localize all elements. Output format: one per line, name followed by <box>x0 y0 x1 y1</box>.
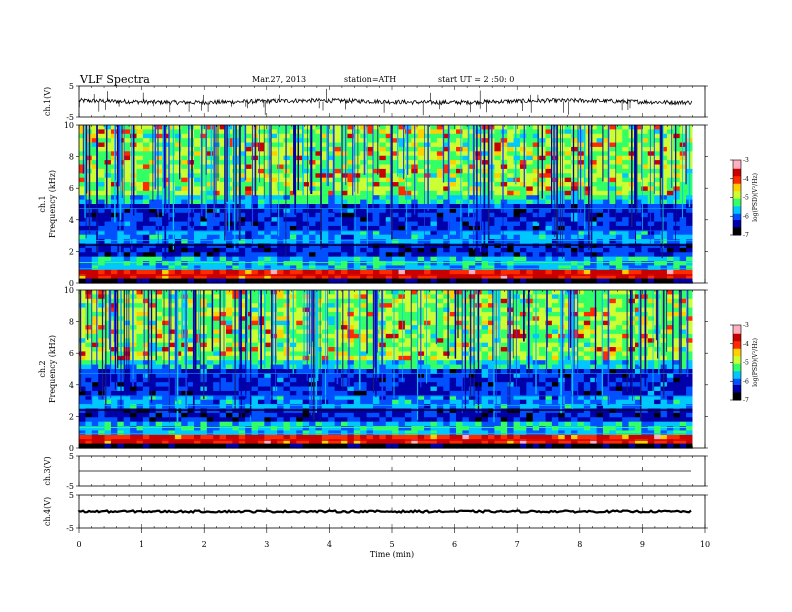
ch2-spectrogram-ytick-label: 8 <box>69 318 74 327</box>
ch2-spectrogram-ylabel: Frequency (kHz) <box>48 335 57 403</box>
ch1-spectrogram-yaxis: 0 2 4 6 8 10 <box>64 121 708 288</box>
ch1-spectrogram-ylabel: Frequency (kHz) <box>48 170 57 238</box>
x-axis-label: Time (min) <box>370 550 414 559</box>
figure-title: VLF Spectra <box>79 73 150 86</box>
ch2-spectrogram-ytick-label: 10 <box>64 286 74 295</box>
ch2-spectrogram-empty-region <box>692 290 705 448</box>
ch4-waveform-ytick-label: -5 <box>66 524 74 533</box>
ch1-waveform-ytick-label: 5 <box>69 82 74 91</box>
ch1-spectrogram-colorbar-tick: -5 <box>743 195 749 202</box>
panels: 5-5ch.1(V)-3-4-5-6-7log(PSD)(V²/Hz)02468… <box>38 82 759 533</box>
time-axis: 0 1 2 3 4 5 6 7 8 9 10 <box>76 528 710 549</box>
ch1-spectrogram-colorbar-label: log(PSD)(V²/Hz) <box>752 173 759 222</box>
ch1-spectrogram-ytick-label: 0 <box>69 279 74 288</box>
ch2-spectrogram-colorbar-tick: -3 <box>743 322 749 329</box>
station-label: station=ATH <box>344 75 396 84</box>
ch2-spectrogram-colorbar-tick: -6 <box>743 378 749 385</box>
ch2-spectrogram-colorbar-tick: -5 <box>743 360 749 367</box>
ch1-waveform-ytick-label: -5 <box>66 113 74 122</box>
ch1-waveform-trace <box>78 97 693 106</box>
ch1-waveform-panel: 5 -5 ch.1(V) <box>43 82 708 122</box>
ch3-waveform-ytick-label: -5 <box>66 482 74 491</box>
ch2-spectrogram-colorbar-tick: -7 <box>743 397 749 404</box>
ch1-waveform-spikes <box>79 88 631 116</box>
ch1-spectrogram-ytick-label: 2 <box>69 247 74 256</box>
ch1-spectrogram-colorbar: -3 -4 -5 -6 -7 log(PSD)(V²/Hz) <box>730 157 759 239</box>
ch4-waveform-yaxis: 5 -5 <box>66 491 708 533</box>
ch2-spectrogram-ylabel: ch.2 <box>38 360 47 377</box>
ch2-spectrogram-colorbar: -3 -4 -5 -6 -7 log(PSD)(V²/Hz) <box>730 322 759 404</box>
ch2-spectrogram-colorbar-label: log(PSD)(V²/Hz) <box>752 338 759 387</box>
ch1-spectrogram-panel: -3 -4 -5 -6 -7 log(PSD)(V²/Hz) 0 2 4 6 8 10 ch.1 Freq… <box>38 121 759 288</box>
ch2-spectrogram-ytick-label: 2 <box>69 412 74 421</box>
ch3-waveform-marks <box>141 467 643 471</box>
date-label: Mar.27, 2013 <box>252 75 306 84</box>
ch1-waveform-ylabel: ch.1(V) <box>43 87 52 116</box>
ch1-spectrogram-colorbar-tick: -3 <box>743 157 749 164</box>
x-tick-label: 8 <box>577 540 582 549</box>
ch4-waveform-panel: 5 -5 ch.4(V) <box>43 491 708 533</box>
ch4-waveform-ytick-label: 5 <box>69 491 74 500</box>
x-tick-label: 4 <box>327 540 332 549</box>
ch3-waveform-ytick-label: 5 <box>69 452 74 461</box>
ch2-spectrogram-panel: -3 -4 -5 -6 -7 log(PSD)(V²/Hz) 0 2 4 6 8 10 ch.2 Freq… <box>38 286 759 453</box>
ch1-spectrogram-colorbar-tick: -6 <box>743 213 749 220</box>
ch1-spectrogram-empty-region <box>692 125 705 283</box>
ch1-spectrogram-colorbar-tick: -4 <box>743 176 749 183</box>
ch3-waveform-yaxis: 5 -5 <box>66 452 708 491</box>
ch2-spectrogram-ytick-label: 6 <box>69 349 74 358</box>
ch2-spectrogram-colorbar-tick: -4 <box>743 341 749 348</box>
ch1-spectrogram-colorbar-tick: -7 <box>743 232 749 239</box>
ch1-spectrogram-ylabel: ch.1 <box>38 195 47 212</box>
ch1-spectrogram-ytick-label: 4 <box>69 216 74 225</box>
ch3-waveform-ylabel: ch.3(V) <box>43 456 52 485</box>
x-tick-label: 5 <box>389 540 394 549</box>
ch1-spectrogram-cells <box>79 125 694 284</box>
ch2-spectrogram-ytick-label: 4 <box>69 381 74 390</box>
ch1-spectrogram-ytick-label: 10 <box>64 121 74 130</box>
x-tick-label: 2 <box>202 540 207 549</box>
ch1-waveform-yaxis: 5 -5 <box>66 82 708 122</box>
ch1-spectrogram-ytick-label: 8 <box>69 153 74 162</box>
ch4-waveform-trace <box>77 509 692 514</box>
ch2-spectrogram-bands <box>79 373 693 441</box>
x-tick-label: 10 <box>700 540 710 549</box>
x-tick-label: 9 <box>640 540 645 549</box>
x-tick-label: 3 <box>264 540 269 549</box>
ch2-spectrogram-sferics <box>79 290 689 424</box>
ch1-spectrogram-bands <box>79 208 693 276</box>
ch1-spectrogram-sferics <box>82 125 691 259</box>
ch1-waveform-frame <box>78 85 706 118</box>
start-time-label: start UT = 2 :50: 0 <box>438 75 514 84</box>
ch4-waveform-ylabel: ch.4(V) <box>43 497 52 526</box>
ch2-spectrogram-yaxis: 0 2 4 6 8 10 <box>64 286 708 453</box>
ch3-waveform-panel: 5 -5 ch.3(V) <box>43 452 708 491</box>
ch1-spectrogram-ytick-label: 6 <box>69 184 74 193</box>
x-tick-label: 7 <box>515 540 520 549</box>
ch4-waveform-marks <box>141 507 643 512</box>
x-tick-label: 1 <box>139 540 144 549</box>
x-tick-label: 6 <box>452 540 457 549</box>
ch2-spectrogram-ytick-label: 0 <box>69 444 74 453</box>
x-tick-label: 0 <box>76 540 81 549</box>
